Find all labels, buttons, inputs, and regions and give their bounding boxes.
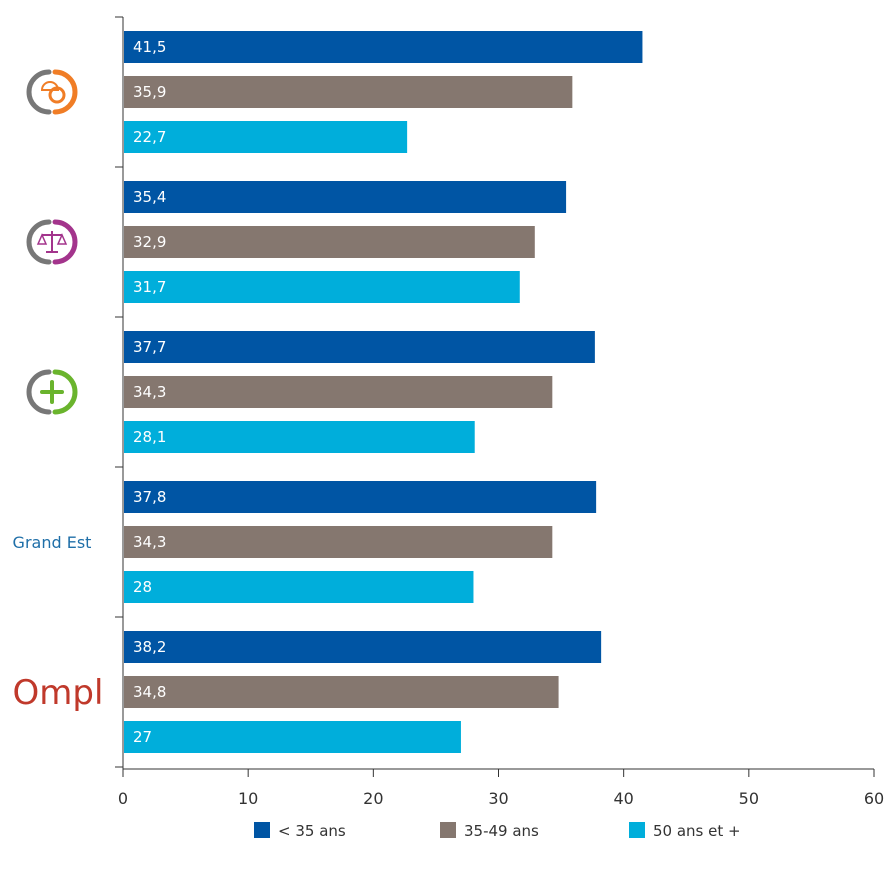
bar-value-label: 41,5 bbox=[133, 38, 166, 56]
axes: 0 10 20 30 40 50 60 bbox=[115, 16, 884, 808]
bar-value-label: 34,3 bbox=[133, 383, 166, 401]
bar-value-label: 31,7 bbox=[133, 278, 166, 296]
bar bbox=[124, 226, 535, 258]
legend-swatch bbox=[629, 822, 645, 838]
bar-value-label: 37,8 bbox=[133, 488, 166, 506]
bar bbox=[124, 121, 408, 153]
x-tick-label: 0 bbox=[118, 789, 128, 808]
x-tick-label: 40 bbox=[613, 789, 633, 808]
legend: < 35 ans 35-49 ans 50 ans et + bbox=[254, 822, 741, 840]
x-tick-label: 60 bbox=[864, 789, 884, 808]
category-labels: Grand Est Ompl bbox=[13, 69, 104, 713]
legend-label: < 35 ans bbox=[278, 822, 346, 840]
legend-swatch bbox=[440, 822, 456, 838]
bar-value-label: 35,4 bbox=[133, 188, 166, 206]
legend-item: 50 ans et + bbox=[629, 822, 741, 840]
bar-value-label: 22,7 bbox=[133, 128, 166, 146]
bar bbox=[124, 631, 602, 663]
bar bbox=[124, 571, 474, 603]
legend-label: 50 ans et + bbox=[653, 822, 741, 840]
bar-value-label: 35,9 bbox=[133, 83, 166, 101]
bar-value-label: 34,3 bbox=[133, 533, 166, 551]
legend-item: 35-49 ans bbox=[440, 822, 539, 840]
x-tick-label: 10 bbox=[238, 789, 258, 808]
bar bbox=[124, 376, 553, 408]
bar bbox=[124, 526, 553, 558]
bar bbox=[124, 421, 475, 453]
bar-value-label: 37,7 bbox=[133, 338, 166, 356]
bar-value-label: 32,9 bbox=[133, 233, 166, 251]
bar-value-label: 38,2 bbox=[133, 638, 166, 656]
bar bbox=[124, 31, 643, 63]
legend-item: < 35 ans bbox=[254, 822, 346, 840]
bar-value-label: 27 bbox=[133, 728, 152, 746]
x-tick-label: 20 bbox=[363, 789, 383, 808]
bars: 41,5 35,9 22,7 35,4 32,9 31,7 37,7 34,3 28,1 37,8… bbox=[124, 31, 643, 753]
scales-of-justice-icon bbox=[26, 219, 78, 265]
bar-value-label: 34,8 bbox=[133, 683, 166, 701]
bar bbox=[124, 271, 520, 303]
medical-plus-icon bbox=[26, 369, 78, 415]
bar bbox=[124, 331, 595, 363]
bar bbox=[124, 76, 573, 108]
legend-swatch bbox=[254, 822, 270, 838]
bar bbox=[124, 721, 461, 753]
bar bbox=[124, 676, 559, 708]
category-label: Grand Est bbox=[13, 533, 92, 552]
ompl-logo: Ompl bbox=[13, 673, 104, 713]
gear-helmet-icon bbox=[26, 69, 78, 115]
x-tick-label: 30 bbox=[488, 789, 508, 808]
bar bbox=[124, 181, 567, 213]
x-tick-label: 50 bbox=[739, 789, 759, 808]
bar-value-label: 28 bbox=[133, 578, 152, 596]
bar-value-label: 28,1 bbox=[133, 428, 166, 446]
bar bbox=[124, 481, 597, 513]
legend-label: 35-49 ans bbox=[464, 822, 539, 840]
